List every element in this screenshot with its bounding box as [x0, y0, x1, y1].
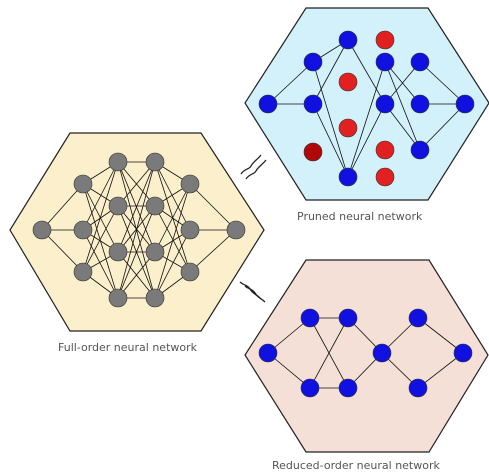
network-edge [347, 61, 386, 178]
active-node [258, 94, 278, 114]
network-edge [384, 103, 421, 151]
active-node [258, 343, 278, 363]
active-node [303, 52, 323, 72]
reduced-order-hexagon [244, 259, 489, 453]
network-edge [154, 161, 191, 231]
network-edge [117, 161, 156, 207]
active-node [410, 140, 430, 160]
pruned-panel [244, 7, 489, 201]
active-node [375, 52, 395, 72]
network-edge [117, 205, 156, 299]
full-order-node [73, 220, 93, 240]
reduced-order-panel [244, 259, 489, 453]
full-order-node [180, 262, 200, 282]
pruned-node [375, 140, 395, 160]
full-order-node [226, 220, 246, 240]
active-node [300, 378, 320, 398]
network-edge [41, 183, 84, 231]
network-edge [154, 205, 191, 273]
network-edge [41, 229, 84, 273]
full-order-node [145, 288, 165, 308]
network-edge [347, 103, 386, 178]
active-node [408, 378, 428, 398]
full-order-node [108, 288, 128, 308]
network-edge [312, 61, 349, 178]
network-edge [82, 205, 119, 273]
pruned-node [303, 142, 323, 162]
active-node [338, 378, 358, 398]
full-order-node [73, 174, 93, 194]
full-order-node [108, 242, 128, 262]
full-order-node [73, 262, 93, 282]
network-edge [419, 61, 466, 105]
active-node [338, 30, 358, 50]
full-order-node [145, 152, 165, 172]
pruned-node [338, 72, 358, 92]
network-edge [82, 161, 119, 273]
active-node [455, 94, 475, 114]
network-edge [154, 183, 191, 299]
active-node [410, 52, 430, 72]
full-order-node [145, 242, 165, 262]
network-edge [189, 183, 237, 231]
tilde-connector-icon [239, 281, 266, 303]
full-order-node [108, 196, 128, 216]
pruned-caption: Pruned neural network [297, 210, 423, 223]
network-edge [189, 229, 237, 273]
pruned-node [338, 118, 358, 138]
reduced-order-nodes [258, 308, 473, 398]
network-edge [312, 103, 349, 178]
active-node [338, 167, 358, 187]
pruned-node [375, 167, 395, 187]
active-node [338, 308, 358, 328]
pruned-node [375, 30, 395, 50]
network-edge [117, 161, 156, 253]
network-edge [312, 39, 349, 105]
network-edge [417, 352, 464, 389]
network-edge [117, 161, 156, 299]
network-edge [384, 61, 421, 151]
active-node [303, 94, 323, 114]
network-edge [417, 317, 464, 354]
network-edge [82, 161, 119, 231]
active-node [300, 308, 320, 328]
network-edge [154, 229, 191, 299]
network-edge [309, 317, 349, 389]
tilde-connector-icon [240, 154, 267, 180]
active-node [453, 343, 473, 363]
full-order-node [108, 152, 128, 172]
active-node [408, 308, 428, 328]
network-edge [419, 103, 466, 151]
full-order-node [180, 174, 200, 194]
full-order-panel [9, 132, 265, 332]
full-order-caption: Full-order neural network [58, 341, 198, 354]
network-edge [347, 39, 386, 105]
full-order-node [32, 220, 52, 240]
network-edge [82, 229, 119, 299]
pruned-nodes [258, 30, 475, 187]
reduced-order-caption: Reduced-order neural network [272, 459, 440, 472]
active-node [375, 94, 395, 114]
full-order-nodes [32, 152, 246, 308]
network-edge [267, 61, 314, 105]
active-node [410, 94, 430, 114]
full-order-node [180, 220, 200, 240]
full-order-node [145, 196, 165, 216]
network-edge [154, 161, 191, 273]
network-edge [117, 251, 156, 299]
network-edge [154, 183, 191, 253]
active-node [372, 343, 392, 363]
